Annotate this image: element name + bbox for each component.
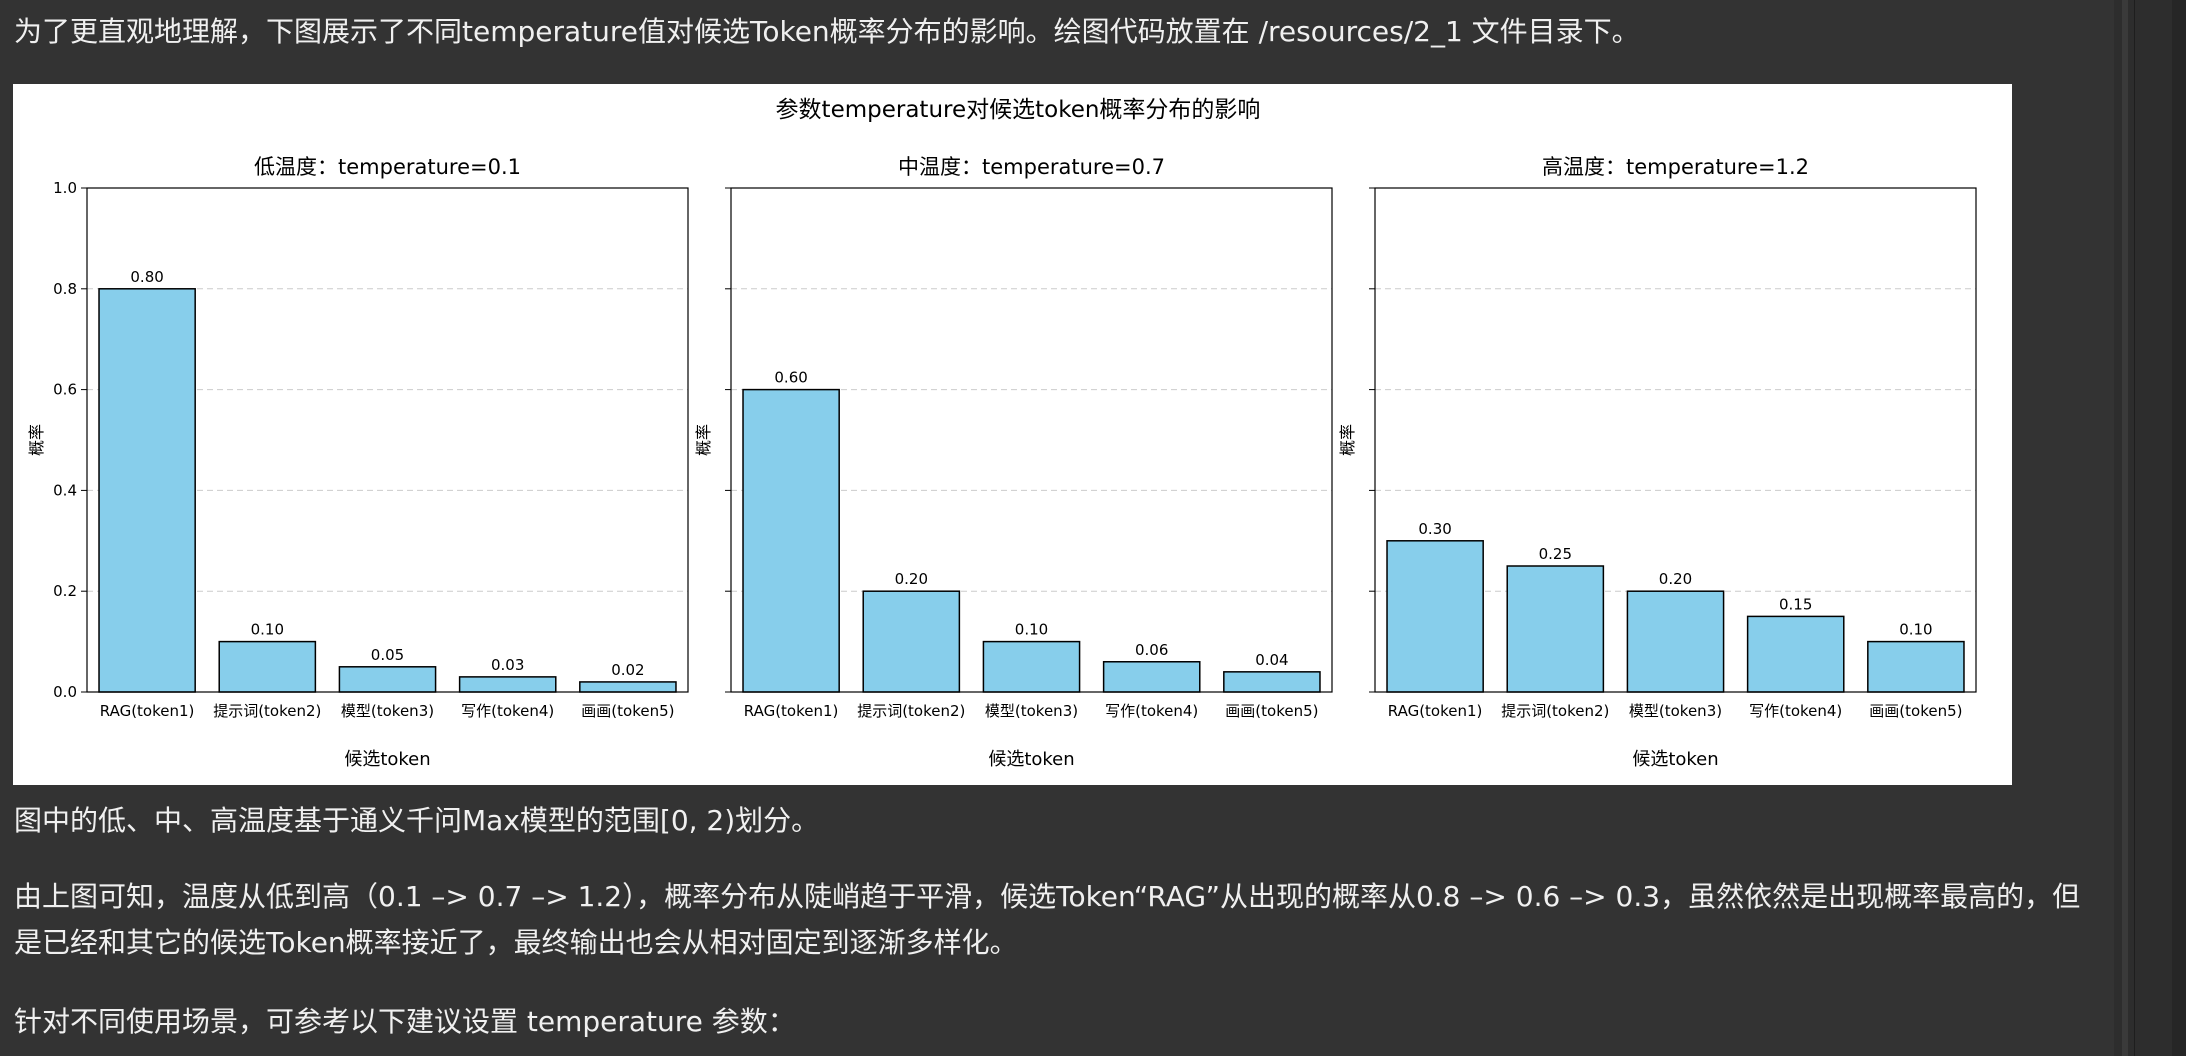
x-axis-label: 候选token (988, 749, 1074, 770)
bar-value-label: 0.02 (611, 661, 644, 679)
x-tick-label: RAG(token1) (744, 702, 839, 720)
bar-value-label: 0.06 (1135, 641, 1168, 659)
bar-value-label: 0.05 (371, 646, 404, 664)
intro-paragraph: 为了更直观地理解，下图展示了不同temperature值对候选Token概率分布… (14, 15, 1640, 48)
bar-value-label: 0.10 (1015, 621, 1048, 639)
bar (1867, 640, 1965, 693)
y-tick-label: 0.8 (53, 280, 77, 298)
bar (862, 590, 961, 693)
y-axis-label: 概率 (1338, 424, 1357, 456)
x-tick-label: 写作(token4) (461, 702, 554, 720)
x-axis-label: 候选token (1632, 749, 1718, 770)
x-tick-label: 模型(token3) (341, 702, 434, 720)
note-paragraph: 图中的低、中、高温度基于通义千问Max模型的范围[0, 2)划分。 (14, 804, 820, 837)
bar (98, 288, 196, 693)
editor-divider (2134, 0, 2135, 1056)
y-axis-label: 概率 (27, 424, 46, 456)
temperature-bar-chart: 参数temperature对候选token概率分布的影响 0.80 RAG(tok… (27, 97, 1977, 770)
bar (579, 681, 677, 693)
subplot-title: 中温度：temperature=0.7 (898, 155, 1165, 179)
x-tick-label: 写作(token4) (1749, 702, 1842, 720)
document-view: 为了更直观地理解，下图展示了不同temperature值对候选Token概率分布… (13, 15, 2081, 1038)
bar-value-label: 0.10 (251, 621, 284, 639)
axes-frame (86, 187, 689, 693)
bar (1102, 661, 1201, 693)
bar (1386, 540, 1484, 693)
bar-value-label: 0.20 (895, 570, 928, 588)
bar (1746, 615, 1845, 693)
scrollbar-track[interactable] (2122, 0, 2128, 1056)
chart-title: 参数temperature对候选token概率分布的影响 (776, 97, 1261, 123)
y-tick-label: 0.0 (53, 683, 77, 701)
bar-value-label: 0.10 (1899, 621, 1932, 639)
analysis-paragraph-line2: 是已经和其它的候选Token概率接近了，最终输出也会从相对固定到逐渐多样化。 (14, 926, 1018, 959)
bar-value-label: 0.25 (1539, 545, 1572, 563)
x-tick-label: 画画(token5) (1225, 702, 1318, 720)
bar-value-label: 0.03 (491, 656, 524, 674)
bar-value-label: 0.20 (1659, 570, 1692, 588)
axes-frame (730, 187, 1333, 693)
y-tick-label: 1.0 (53, 179, 77, 197)
x-tick-label: 提示词(token2) (213, 702, 321, 720)
y-tick-label: 0.6 (53, 381, 77, 399)
axes-frame (1374, 187, 1977, 693)
bar (982, 640, 1081, 693)
x-tick-label: 画画(token5) (581, 702, 674, 720)
bar-value-label: 0.15 (1779, 595, 1812, 613)
x-tick-label: 写作(token4) (1105, 702, 1198, 720)
y-tick-label: 0.4 (53, 481, 77, 499)
x-tick-label: 画画(token5) (1869, 702, 1962, 720)
bar-value-label: 0.60 (774, 369, 807, 387)
x-tick-label: 提示词(token2) (857, 702, 965, 720)
bar (458, 676, 557, 693)
bar-value-label: 0.30 (1418, 520, 1451, 538)
window-edge (2172, 0, 2186, 1056)
advice-paragraph: 针对不同使用场景，可参考以下建议设置 temperature 参数： (14, 1005, 796, 1038)
x-tick-label: 模型(token3) (1629, 702, 1722, 720)
bar (1506, 565, 1605, 693)
y-tick-label: 0.2 (53, 582, 77, 600)
subplot-title: 高温度：temperature=1.2 (1542, 155, 1809, 179)
x-tick-label: RAG(token1) (1388, 702, 1483, 720)
x-axis-label: 候选token (344, 749, 430, 770)
x-tick-label: RAG(token1) (100, 702, 195, 720)
subplot-title: 低温度：temperature=0.1 (254, 155, 521, 179)
bar (218, 640, 317, 693)
bar (742, 388, 840, 693)
bar (1626, 590, 1725, 693)
bar-value-label: 0.80 (130, 268, 163, 286)
bar-value-label: 0.04 (1255, 651, 1288, 669)
bar (338, 666, 437, 693)
x-tick-label: 模型(token3) (985, 702, 1078, 720)
y-axis-label: 概率 (694, 424, 713, 456)
x-tick-label: 提示词(token2) (1501, 702, 1609, 720)
bar (1223, 671, 1321, 693)
figure-image: 参数temperature对候选token概率分布的影响 0.80 RAG(tok… (13, 84, 2012, 785)
analysis-paragraph-line1: 由上图可知，温度从低到高（0.1 –> 0.7 –> 1.2），概率分布从陡峭趋… (14, 880, 2081, 913)
